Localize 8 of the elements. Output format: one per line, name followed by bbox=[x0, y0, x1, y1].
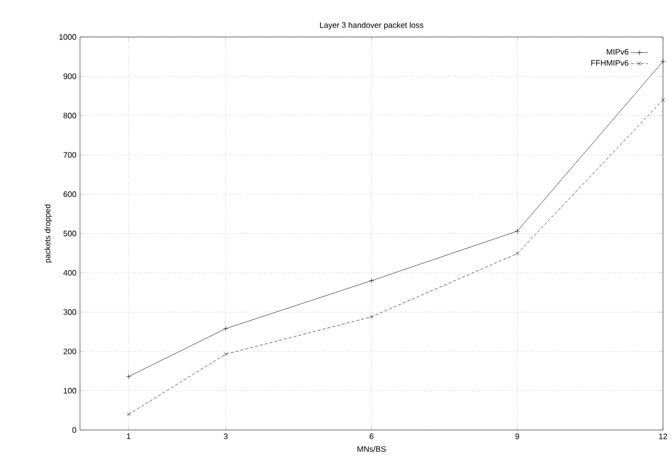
point bbox=[514, 228, 520, 234]
point bbox=[224, 352, 228, 356]
point bbox=[661, 98, 665, 102]
point bbox=[126, 412, 130, 416]
point bbox=[223, 326, 228, 332]
point bbox=[368, 278, 374, 284]
point bbox=[515, 252, 520, 256]
point bbox=[370, 314, 374, 319]
